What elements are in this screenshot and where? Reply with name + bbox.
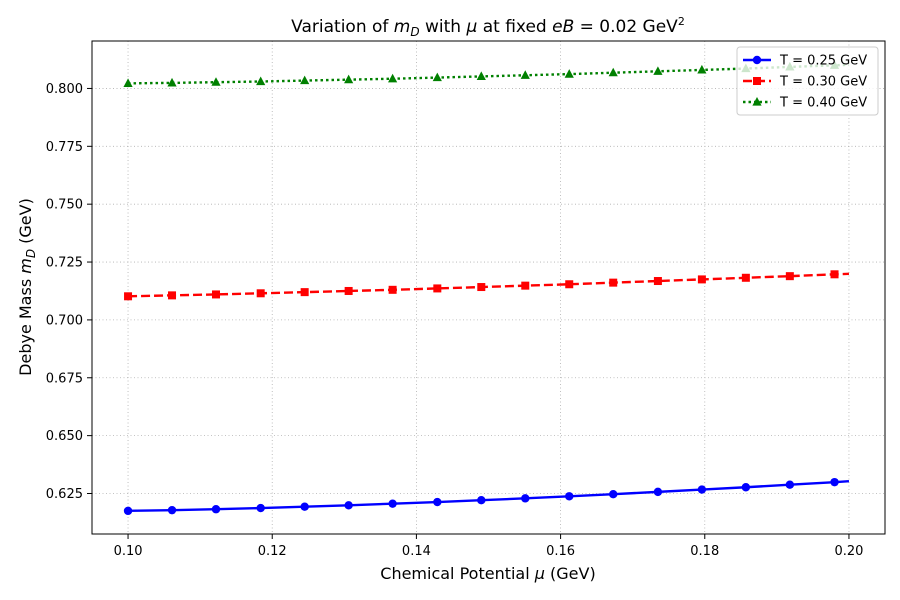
data-point: [830, 477, 839, 487]
data-point: [609, 278, 618, 287]
legend-entry: T = 0.30 GeV: [743, 75, 867, 90]
data-point: [520, 70, 530, 79]
data-point: [477, 283, 486, 292]
y-tick-label: 0.650: [46, 429, 83, 444]
data-point: [697, 275, 706, 284]
legend-entry: T = 0.25 GeV: [743, 54, 867, 69]
data-point: [123, 506, 133, 516]
data-point: [211, 505, 221, 514]
x-tick-label: 0.16: [546, 544, 575, 559]
y-tick-label: 0.625: [46, 487, 83, 502]
data-point: [256, 289, 265, 298]
data-point: [344, 74, 354, 84]
legend-label: T = 0.40 GeV: [779, 96, 867, 111]
data-point: [344, 501, 353, 510]
series-line: [128, 480, 850, 513]
series-line: [128, 272, 849, 298]
plot-frame: [91, 40, 886, 535]
data-point: [256, 76, 266, 86]
data-point: [830, 270, 839, 279]
data-point: [608, 67, 618, 77]
y-axis-label: Debye Mass mD (GeV): [16, 198, 38, 376]
series-square: [124, 270, 849, 301]
data-point: [388, 499, 397, 508]
legend-box: [736, 46, 879, 116]
legend: T = 0.25 GeV T = 0.30 GeV T = 0.40 GeV: [736, 46, 879, 116]
y-tick-label: 0.700: [46, 313, 83, 328]
data-point: [785, 272, 794, 281]
data-point: [653, 66, 663, 75]
data-point: [388, 73, 398, 83]
data-point: [388, 285, 397, 294]
chart-title: Variation of mD with μ at fixed eB = 0.0…: [291, 15, 685, 39]
legend-label: T = 0.30 GeV: [779, 75, 867, 90]
data-point: [697, 64, 707, 74]
data-point: [300, 75, 310, 85]
axis-ticks: 0.10 0.12 0.14 0.16 0.18 0.20 0.625 0.650 0.675 0…: [46, 82, 864, 559]
data-point: [167, 77, 177, 87]
data-point: [565, 492, 574, 501]
y-tick-label: 0.750: [46, 198, 83, 213]
data-point: [477, 496, 486, 505]
y-tick-label: 0.775: [46, 140, 83, 155]
series-line: [128, 63, 849, 85]
data-point: [432, 72, 442, 82]
x-tick-label: 0.14: [402, 544, 431, 559]
y-tick-label: 0.675: [46, 371, 83, 386]
data-point: [123, 78, 133, 87]
data-point: [564, 69, 574, 78]
data-point: [124, 292, 133, 301]
data-point: [433, 284, 442, 293]
legend-marker: [752, 97, 762, 106]
data-point: [697, 485, 707, 494]
legend-entry: T = 0.40 GeV: [743, 96, 867, 111]
data-point: [167, 505, 177, 515]
data-point: [256, 503, 265, 513]
x-tick-label: 0.18: [690, 544, 719, 559]
grid: [92, 41, 885, 534]
data-point: [741, 483, 751, 492]
data-point: [476, 71, 486, 81]
x-axis-label: Chemical Potential μ (GeV): [380, 564, 595, 583]
legend-label: T = 0.25 GeV: [779, 54, 867, 69]
data-point: [211, 290, 220, 299]
data-point: [653, 277, 662, 286]
data-point: [785, 480, 795, 489]
data-point: [300, 288, 309, 297]
data-point: [521, 494, 530, 503]
data-point: [211, 77, 221, 86]
data-point: [521, 281, 530, 290]
x-tick-label: 0.20: [834, 544, 863, 559]
data-point: [741, 273, 750, 282]
y-tick-label: 0.725: [46, 256, 83, 271]
data-point: [609, 489, 618, 499]
data-point: [565, 280, 574, 289]
data-point: [168, 291, 177, 300]
legend-marker: [753, 77, 761, 85]
y-tick-label: 0.800: [46, 82, 83, 97]
x-tick-label: 0.10: [114, 544, 143, 559]
data-point: [300, 502, 309, 511]
data-point: [344, 286, 353, 295]
legend-marker: [752, 55, 762, 65]
series-circle: [123, 477, 850, 516]
data-point: [653, 487, 663, 497]
data-point: [433, 497, 442, 507]
x-tick-label: 0.12: [258, 544, 287, 559]
plot-series: [123, 60, 850, 516]
